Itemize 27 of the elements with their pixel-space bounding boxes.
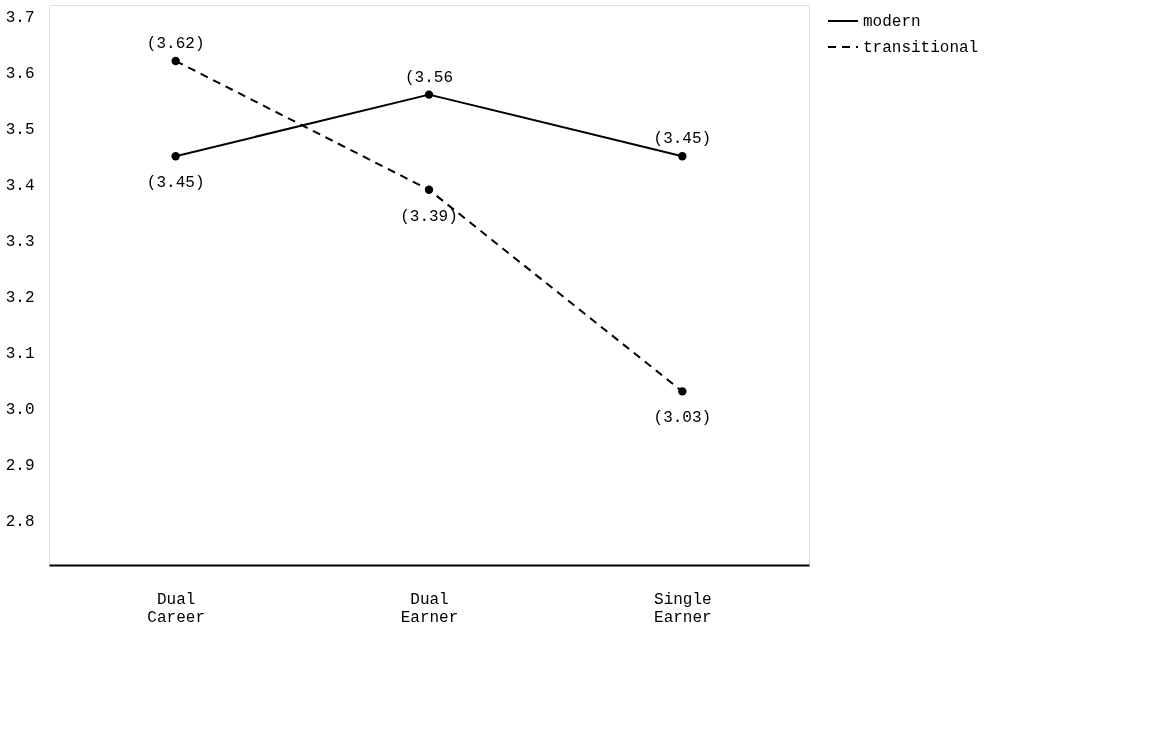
point xyxy=(678,152,687,161)
y-tick-label: 3.5 xyxy=(5,120,35,139)
point xyxy=(424,185,434,194)
y-tick-label: 3.3 xyxy=(5,232,35,251)
y-tick-label: 3.7 xyxy=(5,8,35,27)
y-tick-label: 3.4 xyxy=(5,176,35,195)
point xyxy=(678,387,687,396)
point xyxy=(171,152,180,161)
data-label: (3.39) xyxy=(400,207,458,226)
x-tick-label: Dual Career xyxy=(147,590,205,627)
data-label: (3.03) xyxy=(653,409,712,428)
data-label: (3.62) xyxy=(146,35,205,53)
point xyxy=(424,90,434,99)
point xyxy=(171,56,180,66)
x-tick-label: Single Earner xyxy=(654,590,712,627)
y-tick-label: 3.2 xyxy=(5,288,35,307)
x-tick-label: Dual Earner xyxy=(400,590,459,627)
y-tick-label: 3.0 xyxy=(5,400,35,419)
legend-label: modern xyxy=(863,13,921,31)
y-tick-label: 3.1 xyxy=(5,344,35,363)
y-tick-label: 2.8 xyxy=(5,512,35,531)
y-tick-label: 2.9 xyxy=(5,456,35,475)
y-tick-label: 3.6 xyxy=(5,64,35,83)
data-label: (3.45) xyxy=(653,130,712,149)
data-label: (3.45) xyxy=(146,174,205,193)
data-label: (3.56 xyxy=(404,68,454,87)
legend-label: transitional xyxy=(863,39,979,57)
